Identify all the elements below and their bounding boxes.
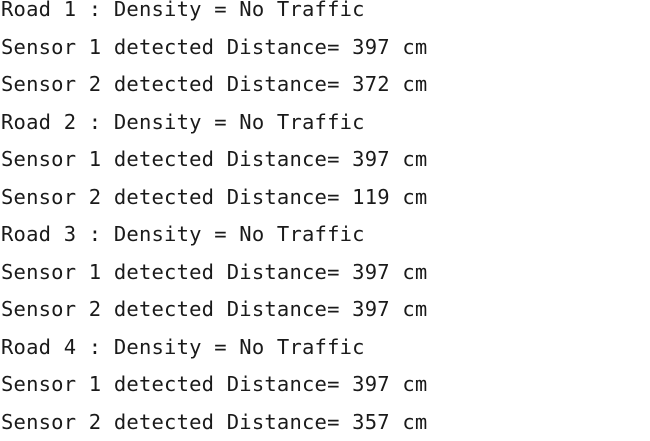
road-density-line: Road 4 : Density = No Traffic <box>0 329 650 367</box>
sensor-distance-line: Sensor 2 detected Distance= 119 cm <box>0 179 650 217</box>
sensor-distance-line: Sensor 2 detected Distance= 372 cm <box>0 66 650 104</box>
road-density-line: Road 2 : Density = No Traffic <box>0 104 650 142</box>
road-density-line: Road 1 : Density = No Traffic <box>0 0 650 29</box>
sensor-distance-line: Sensor 1 detected Distance= 397 cm <box>0 366 650 404</box>
sensor-distance-line: Sensor 2 detected Distance= 357 cm <box>0 404 650 441</box>
sensor-distance-line: Sensor 2 detected Distance= 397 cm <box>0 291 650 329</box>
road-density-line: Road 3 : Density = No Traffic <box>0 216 650 254</box>
sensor-distance-line: Sensor 1 detected Distance= 397 cm <box>0 254 650 292</box>
sensor-distance-line: Sensor 1 detected Distance= 397 cm <box>0 141 650 179</box>
sensor-distance-line: Sensor 1 detected Distance= 397 cm <box>0 29 650 67</box>
